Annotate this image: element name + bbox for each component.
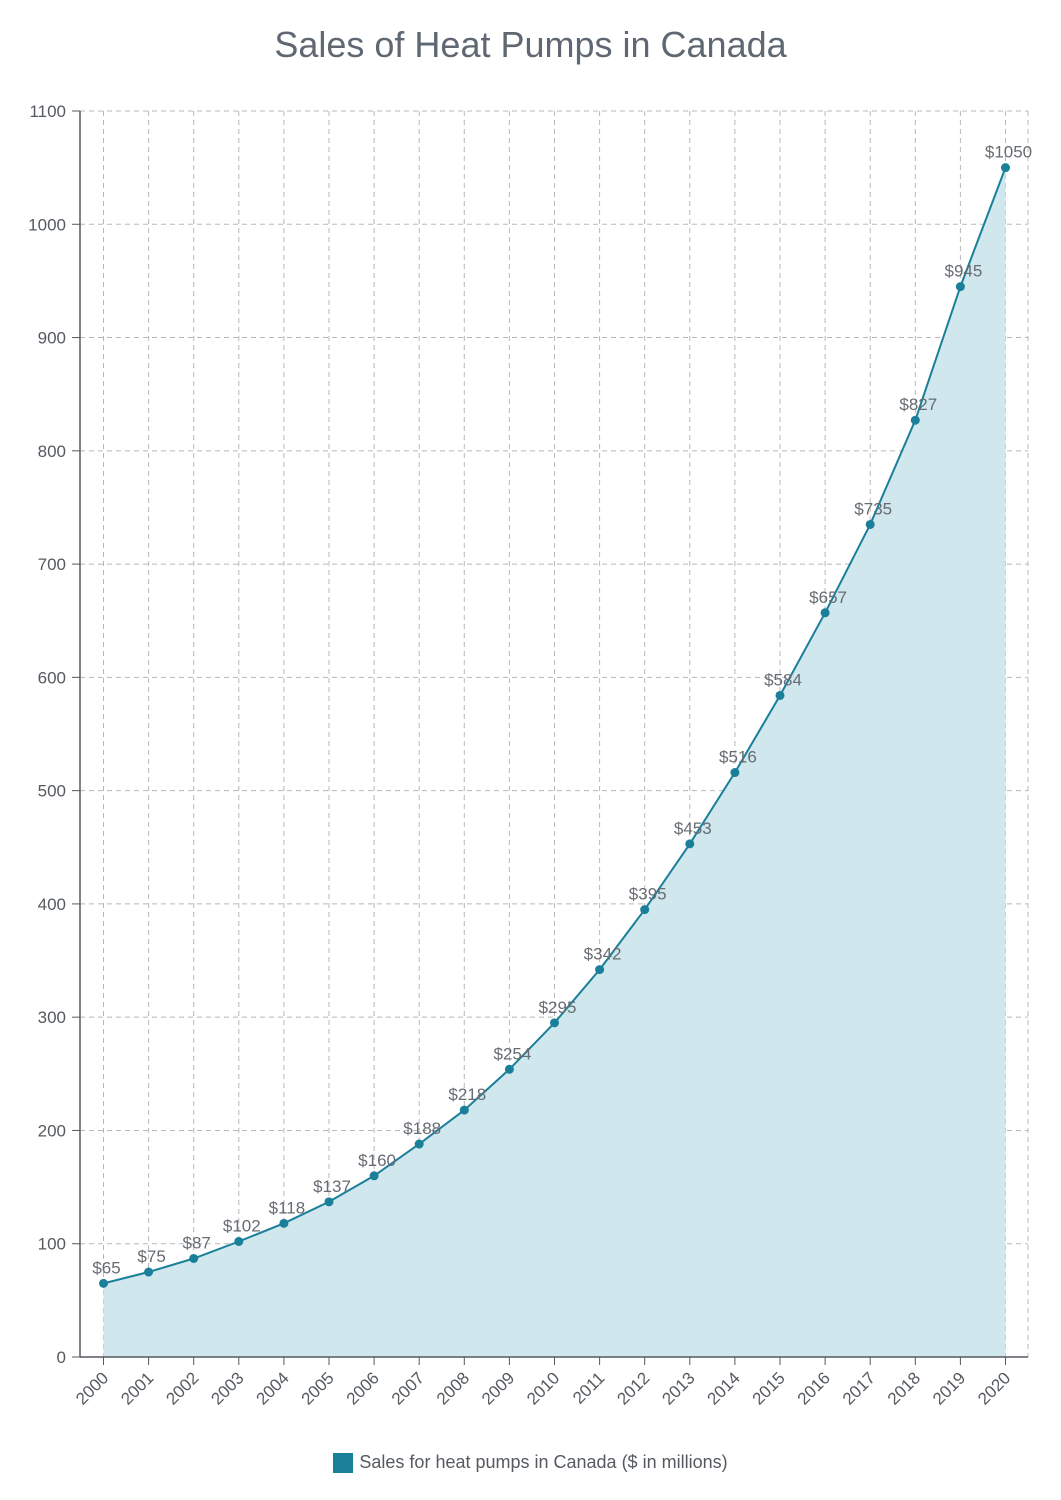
y-tick-label: 600 [38,668,66,687]
data-point [820,608,830,618]
data-point [955,282,965,292]
data-label: $75 [137,1247,165,1266]
x-tick-label: 2014 [704,1368,744,1408]
x-tick-label: 2002 [162,1368,202,1408]
data-label: $395 [629,885,667,904]
line-area-chart: 0 100 200 300 400 500 600 700 800 900 1000 1100 200… [28,102,1032,1409]
x-tick-label: 2004 [253,1368,293,1408]
area-fill [103,167,1006,1358]
data-point [459,1105,469,1115]
data-point [910,415,920,425]
data-labels: $65 $75 $87 $102 $118 $137 $160 $188 $218 $254 $29… [92,143,1032,1278]
data-point [595,965,605,975]
x-tick-label: 2009 [478,1368,518,1408]
y-tick-label: 400 [38,895,66,914]
x-tick-label: 2006 [343,1368,383,1408]
y-tick-label: 1000 [28,215,66,234]
x-tick-label: 2010 [523,1368,563,1408]
data-point [550,1018,559,1028]
data-point [144,1267,154,1277]
legend-swatch [333,1452,354,1473]
data-label: $254 [493,1044,531,1063]
legend-label: Sales for heat pumps in Canada ($ in mil… [359,1452,728,1472]
data-label: $160 [358,1151,396,1170]
data-label: $87 [183,1233,211,1252]
data-label: $945 [944,262,982,281]
x-tick-label: 2005 [298,1368,338,1408]
data-point [504,1064,514,1074]
data-label: $295 [539,998,577,1017]
data-point [640,905,650,915]
x-tick-label: 2011 [569,1368,608,1407]
data-label: $735 [854,499,892,518]
data-point [1001,163,1010,173]
data-point [279,1218,289,1228]
y-tick-label: 300 [38,1008,66,1027]
data-label: $584 [764,670,802,689]
x-axis-ticks: 2000 2001 2002 2003 2004 2005 2006 2007 2008 2009… [72,1357,1014,1409]
x-tick-label: 2008 [433,1368,473,1408]
x-tick-label: 2003 [207,1368,247,1408]
data-label: $453 [674,819,712,838]
data-point [414,1139,424,1149]
legend: Sales for heat pumps in Canada ($ in mil… [0,1452,1061,1473]
data-label: $118 [269,1198,306,1217]
y-axis-ticks: 0 100 200 300 400 500 600 700 800 900 1000 1100 [28,102,80,1367]
data-point [865,519,875,529]
y-tick-label: 900 [38,329,66,348]
y-tick-label: 1100 [29,102,66,121]
x-tick-label: 2019 [929,1368,969,1408]
data-label: $188 [403,1119,441,1138]
y-tick-label: 0 [57,1348,66,1367]
data-point [234,1236,244,1246]
x-tick-label: 2012 [613,1368,653,1408]
data-point [189,1253,199,1263]
x-tick-label: 2013 [658,1368,698,1408]
data-label: $137 [313,1177,351,1196]
data-label: $1050 [985,143,1032,162]
data-label: $218 [448,1085,486,1104]
data-label: $342 [584,945,622,964]
x-tick-label: 2000 [72,1368,112,1408]
data-label: $657 [809,588,847,607]
data-label: $827 [899,395,937,414]
data-label: $102 [223,1216,261,1235]
x-tick-label: 2017 [839,1368,879,1408]
x-tick-label: 2007 [388,1368,428,1408]
data-point [775,690,785,700]
x-tick-label: 2001 [117,1368,157,1408]
y-tick-label: 100 [38,1235,66,1254]
data-label: $65 [92,1258,120,1277]
data-point [730,768,740,778]
data-points [99,163,1010,1288]
y-tick-label: 200 [38,1121,66,1140]
x-tick-label: 2018 [884,1368,924,1408]
x-tick-label: 2016 [794,1368,834,1408]
data-label: $516 [719,748,757,767]
data-point [99,1278,108,1288]
x-tick-label: 2015 [749,1368,789,1408]
y-tick-label: 800 [38,442,66,461]
chart-title: Sales of Heat Pumps in Canada [274,24,787,65]
data-point [369,1171,379,1181]
x-tick-label: 2020 [974,1368,1014,1408]
y-tick-label: 500 [38,782,66,801]
data-point [685,839,695,849]
y-tick-label: 700 [38,555,66,574]
data-point [324,1197,334,1207]
